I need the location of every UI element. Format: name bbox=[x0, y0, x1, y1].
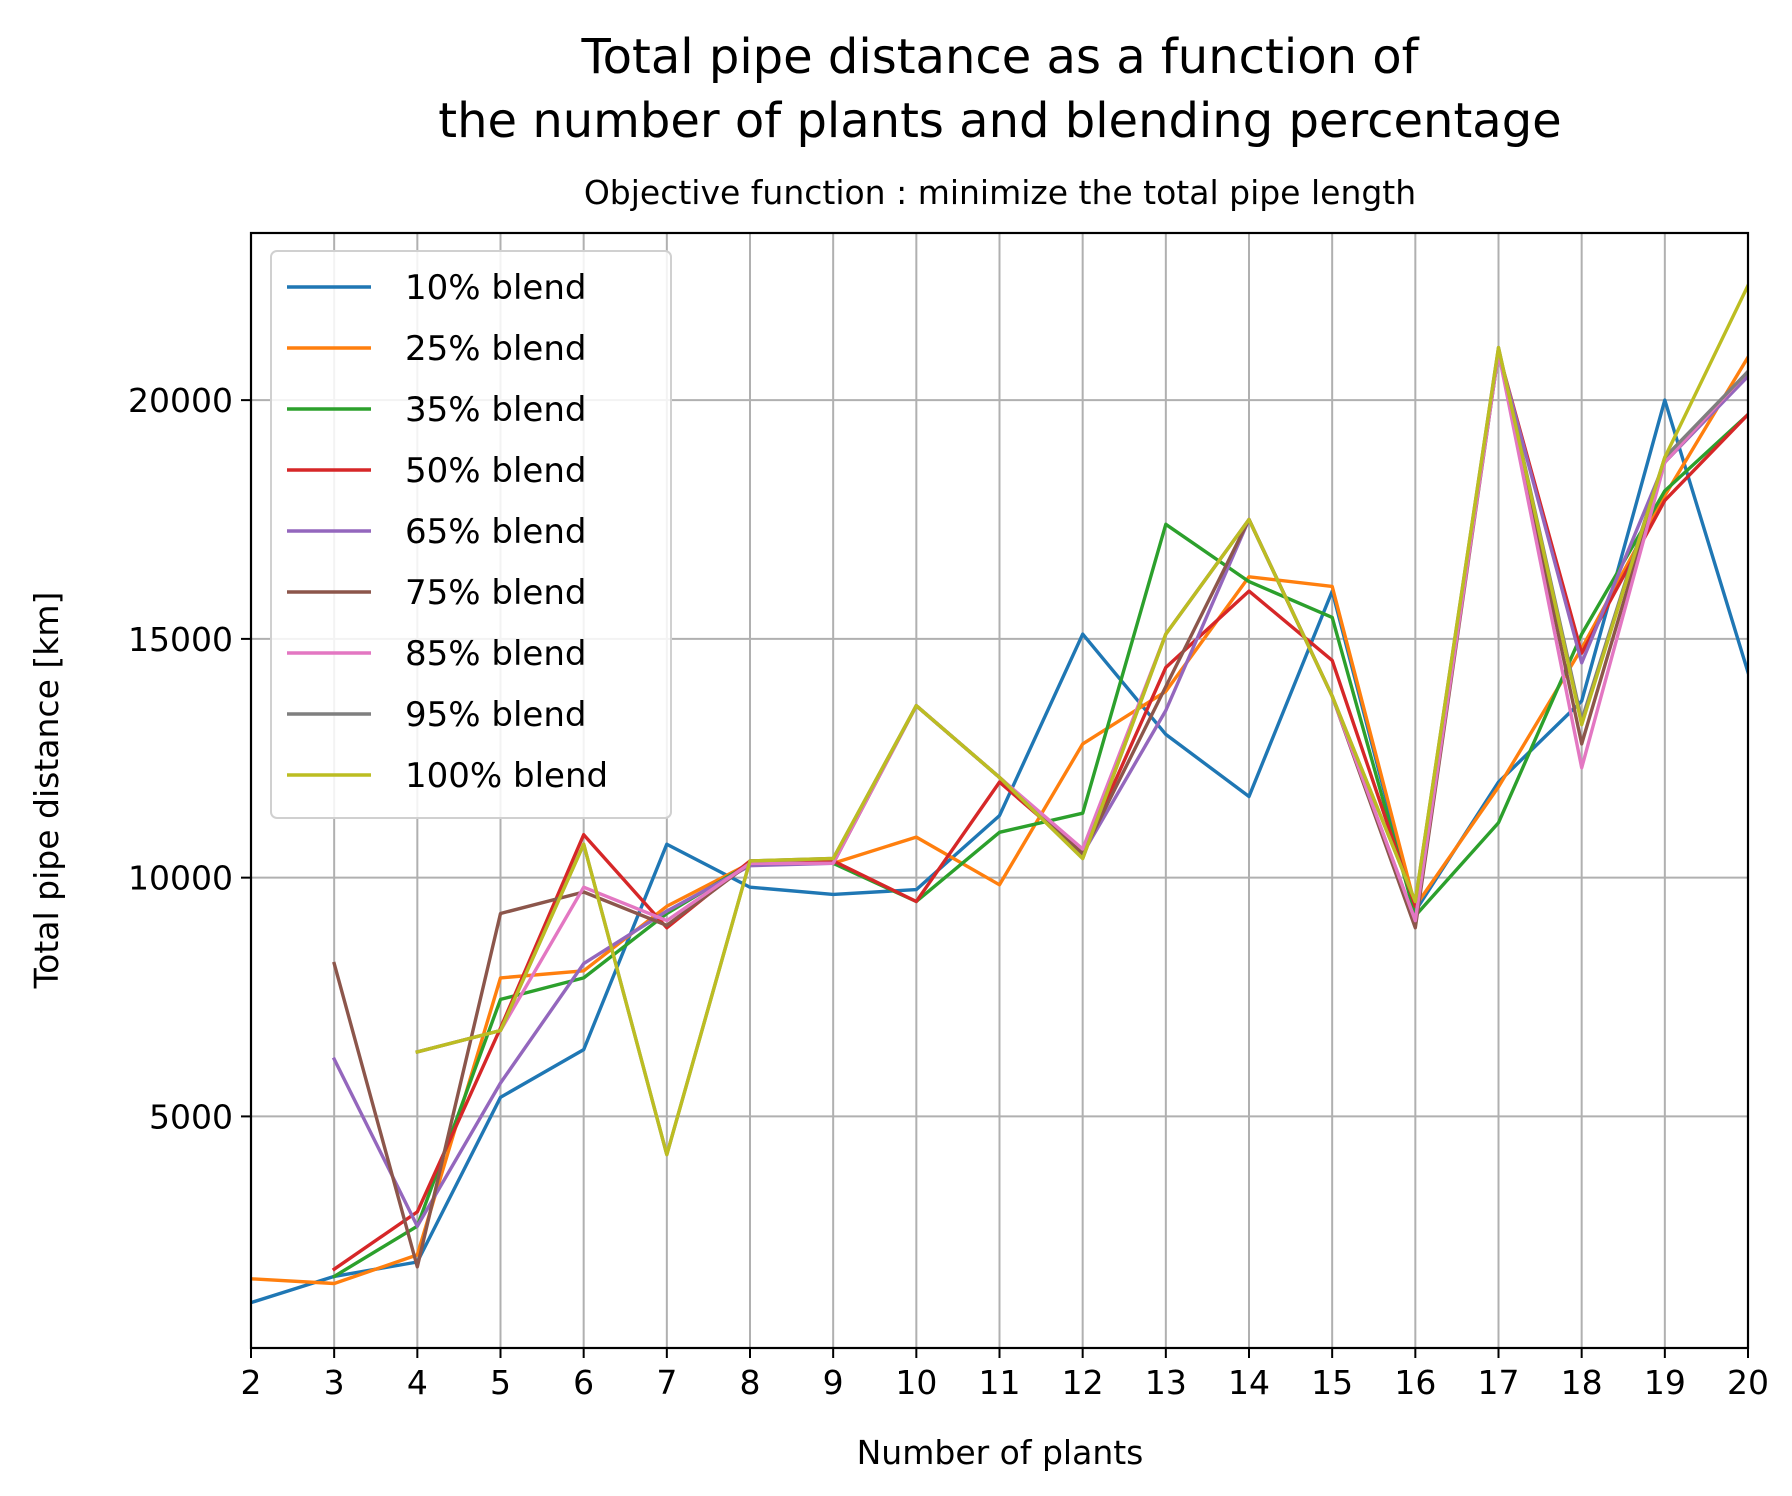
axis-ticks: 2 3 4 5 6 7 8 9 10 11 12 13 14 15 16 17 18 19 20 5000 10000 1… bbox=[128, 381, 1769, 1402]
x-tick-label: 6 bbox=[573, 1363, 594, 1402]
x-tick-label: 7 bbox=[656, 1363, 677, 1402]
y-tick-label: 15000 bbox=[128, 620, 233, 659]
chart-title-line-2: the number of plants and blending percen… bbox=[438, 93, 1561, 149]
x-tick-label: 15 bbox=[1311, 1363, 1353, 1402]
legend-label: 10% blend bbox=[405, 268, 586, 308]
x-tick-label: 11 bbox=[979, 1363, 1021, 1402]
x-tick-label: 3 bbox=[324, 1363, 345, 1402]
x-tick-label: 20 bbox=[1727, 1363, 1769, 1402]
legend: 10% blend 25% blend 35% blend 50% blend 65% … bbox=[270, 250, 672, 819]
y-tick-label: 5000 bbox=[149, 1097, 233, 1136]
legend-label: 75% blend bbox=[405, 573, 586, 613]
y-axis-label: Total pipe distance [km] bbox=[27, 592, 66, 990]
x-tick-label: 9 bbox=[823, 1363, 844, 1402]
x-tick-label: 4 bbox=[407, 1363, 428, 1402]
x-tick-label: 14 bbox=[1228, 1363, 1270, 1402]
legend-label: 85% blend bbox=[405, 634, 586, 674]
chart-title-line-1: Total pipe distance as a function of bbox=[580, 29, 1419, 85]
x-tick-label: 12 bbox=[1062, 1363, 1104, 1402]
x-tick-label: 2 bbox=[241, 1363, 262, 1402]
y-tick-label: 10000 bbox=[128, 859, 233, 898]
chart-subtitle: Objective function : minimize the total … bbox=[584, 173, 1416, 212]
series-line-25-blend bbox=[251, 354, 1748, 1286]
x-tick-label: 16 bbox=[1394, 1363, 1436, 1402]
series-line-10-blend bbox=[251, 398, 1748, 1305]
x-tick-label: 18 bbox=[1561, 1363, 1603, 1402]
legend-label: 25% blend bbox=[405, 329, 586, 369]
x-tick-label: 5 bbox=[490, 1363, 511, 1402]
series-line-85-blend bbox=[415, 350, 1748, 1054]
x-tick-label: 13 bbox=[1145, 1363, 1187, 1402]
legend-label: 50% blend bbox=[405, 451, 586, 491]
legend-label: 65% blend bbox=[405, 512, 586, 552]
x-tick-label: 10 bbox=[895, 1363, 937, 1402]
legend-box bbox=[270, 250, 672, 819]
legend-label: 95% blend bbox=[405, 695, 586, 735]
series-line-100-blend bbox=[415, 283, 1748, 1157]
legend-label: 35% blend bbox=[405, 390, 586, 430]
x-tick-label: 8 bbox=[740, 1363, 761, 1402]
x-tick-label: 19 bbox=[1644, 1363, 1686, 1402]
x-axis-label: Number of plants bbox=[857, 1433, 1144, 1472]
y-tick-label: 20000 bbox=[128, 381, 233, 420]
legend-label: 100% blend bbox=[405, 756, 608, 796]
series-lines bbox=[251, 283, 1748, 1305]
x-tick-label: 17 bbox=[1478, 1363, 1520, 1402]
